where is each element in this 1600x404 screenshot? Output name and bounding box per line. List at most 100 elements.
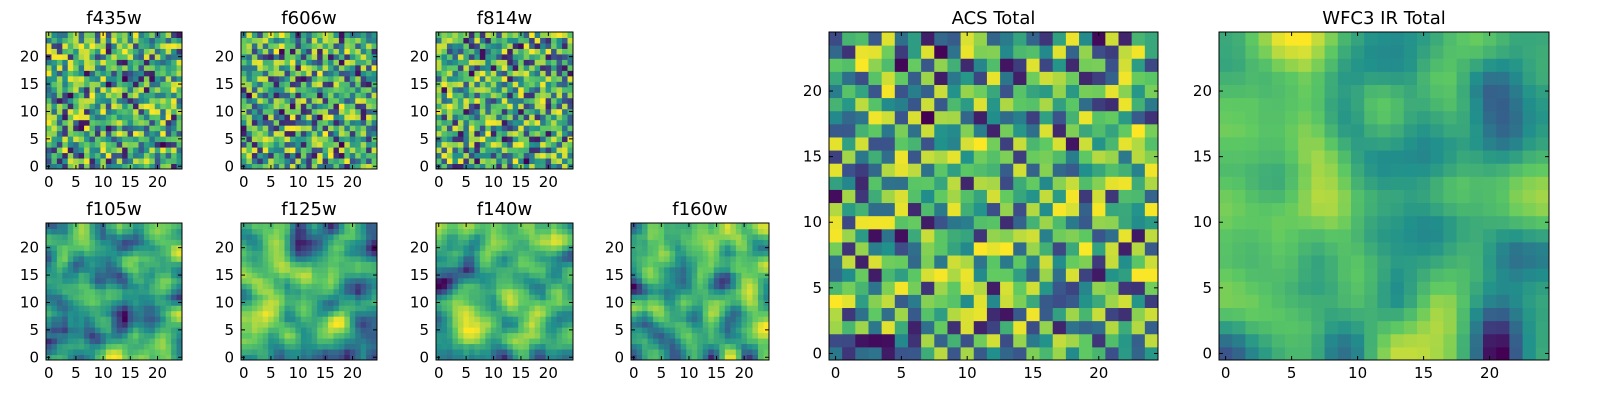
heatmap-cell — [524, 256, 530, 262]
heatmap-cell — [344, 158, 350, 164]
heatmap-cell — [263, 294, 269, 300]
heatmap-cell — [344, 109, 350, 115]
heatmap-cell — [149, 256, 155, 262]
heatmap-cell — [144, 278, 150, 284]
heatmap-cell — [518, 142, 524, 148]
heatmap-cell — [160, 239, 166, 245]
heatmap-cell — [686, 338, 692, 344]
heatmap-cell — [241, 48, 247, 54]
heatmap-cell — [138, 65, 144, 71]
heatmap-cell — [496, 76, 502, 82]
heatmap-cell — [117, 153, 123, 159]
heatmap-cell — [263, 283, 269, 289]
heatmap-cell — [46, 131, 52, 137]
heatmap-cell — [317, 267, 323, 273]
heatmap-cell — [703, 322, 709, 328]
heatmap-cell — [166, 37, 172, 43]
heatmap-cell — [138, 294, 144, 300]
heatmap-cell — [882, 321, 896, 335]
heatmap-cell — [447, 103, 453, 109]
heatmap-cell — [703, 234, 709, 240]
heatmap-cell — [285, 48, 291, 54]
heatmap-cell — [257, 272, 263, 278]
x-tick-label: 10 — [94, 173, 113, 191]
heatmap-cell — [160, 245, 166, 251]
heatmap-cell — [974, 189, 988, 203]
heatmap-cell — [670, 228, 676, 234]
heatmap-cell — [436, 228, 442, 234]
heatmap-cell — [106, 32, 112, 38]
heatmap-cell — [95, 48, 101, 54]
heatmap-cell — [117, 261, 123, 267]
heatmap-cell — [246, 76, 252, 82]
heatmap-cell — [117, 92, 123, 98]
heatmap-cell — [474, 70, 480, 76]
heatmap-cell — [491, 338, 497, 344]
heatmap-cell — [290, 333, 296, 339]
heatmap-cell — [469, 120, 475, 126]
heatmap-cell — [344, 70, 350, 76]
heatmap-cell — [463, 131, 469, 137]
heatmap-cell — [149, 250, 155, 256]
heatmap-cell — [458, 228, 464, 234]
heatmap-cell — [452, 54, 458, 60]
heatmap-cell — [463, 92, 469, 98]
heatmap-cell — [921, 294, 935, 308]
heatmap-cell — [562, 294, 568, 300]
heatmap-cell — [714, 272, 720, 278]
heatmap-cell — [631, 234, 637, 240]
heatmap-cell — [452, 65, 458, 71]
heatmap-cell — [328, 48, 334, 54]
heatmap-cell — [355, 136, 361, 142]
heatmap-cell — [681, 316, 687, 322]
heatmap-cell — [317, 136, 323, 142]
heatmap-cell — [268, 109, 274, 115]
heatmap-cell — [328, 32, 334, 38]
heatmap-cell — [117, 48, 123, 54]
heatmap-cell — [344, 316, 350, 322]
heatmap-cell — [241, 267, 247, 273]
heatmap-cell — [160, 283, 166, 289]
heatmap-cell — [366, 250, 372, 256]
heatmap-cell — [57, 125, 63, 131]
heatmap-cell — [752, 250, 758, 256]
heatmap-cell — [1000, 163, 1014, 177]
heatmap-cell — [491, 250, 497, 256]
heatmap-cell — [934, 268, 948, 282]
heatmap-cell — [551, 131, 557, 137]
heatmap-cell — [51, 136, 57, 142]
heatmap-cell — [719, 344, 725, 350]
heatmap-cell — [323, 59, 329, 65]
heatmap-cell — [697, 261, 703, 267]
heatmap-cell — [480, 131, 486, 137]
heatmap-cell — [670, 338, 676, 344]
x-tick-label: 20 — [539, 173, 558, 191]
heatmap-cell — [882, 347, 896, 361]
heatmap-cell — [551, 322, 557, 328]
heatmap-cell — [1040, 321, 1054, 335]
heatmap-cell — [675, 322, 681, 328]
heatmap-cell — [128, 349, 134, 355]
heatmap-cell — [79, 103, 85, 109]
heatmap-cell — [529, 147, 535, 153]
heatmap-cell — [95, 245, 101, 251]
heatmap-cell — [257, 131, 263, 137]
heatmap-cell — [133, 300, 139, 306]
heatmap-cell — [57, 245, 63, 251]
heatmap-cell — [631, 305, 637, 311]
heatmap-cell — [1079, 229, 1093, 243]
heatmap-cell — [551, 311, 557, 317]
heatmap-cell — [480, 316, 486, 322]
heatmap-cell — [458, 158, 464, 164]
heatmap-cell — [100, 136, 106, 142]
heatmap-cell — [106, 234, 112, 240]
heatmap-cell — [1040, 268, 1054, 282]
heatmap-cell — [648, 245, 654, 251]
heatmap-cell — [719, 349, 725, 355]
heatmap-cell — [366, 316, 372, 322]
heatmap-cell — [62, 349, 68, 355]
heatmap-cell — [366, 228, 372, 234]
heatmap-cell — [355, 289, 361, 295]
heatmap-cell — [714, 256, 720, 262]
heatmap-cell — [934, 189, 948, 203]
